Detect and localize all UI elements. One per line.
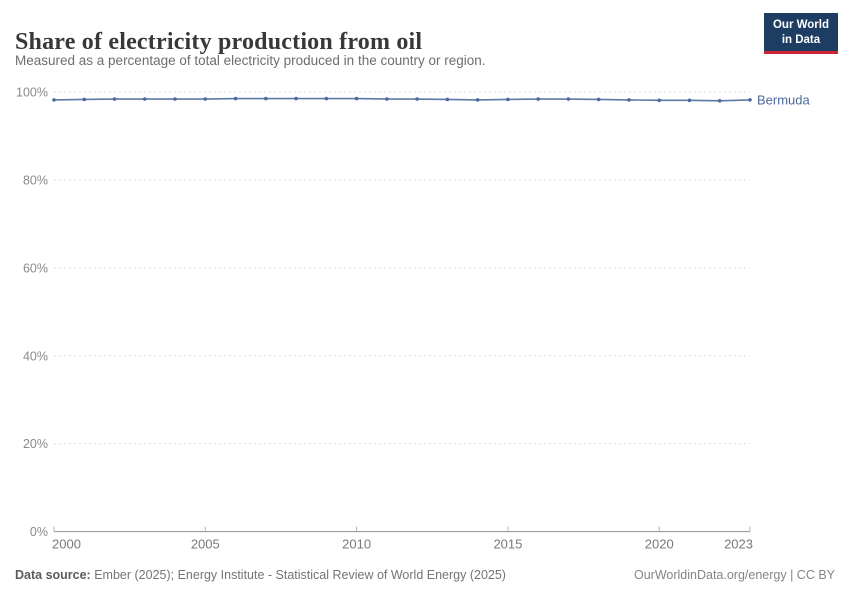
y-axis-tick-label: 40% xyxy=(23,349,48,363)
data-source-label: Data source: xyxy=(15,568,91,582)
x-axis-tick-label: 2020 xyxy=(645,537,674,552)
chart-footer: Data source: Ember (2025); Energy Instit… xyxy=(15,568,835,582)
chart-subtitle: Measured as a percentage of total electr… xyxy=(15,53,486,68)
data-line xyxy=(53,97,751,102)
x-axis-tick-label: 2015 xyxy=(493,537,522,552)
y-axis-tick-label: 80% xyxy=(23,173,48,187)
page-title: Share of electricity production from oil xyxy=(15,29,423,56)
y-axis-tick-label: 60% xyxy=(23,261,48,275)
data-point xyxy=(536,97,540,101)
line-chart-svg: 0% 20% 40% 60% 80% 100% 2000 2005 2010 2015 2020 20… xyxy=(16,86,811,552)
data-source-note: Data source: Ember (2025); Energy Instit… xyxy=(15,568,506,582)
data-point xyxy=(203,97,208,101)
y-axis-tick-label: 20% xyxy=(23,437,48,451)
x-axis-tick-label: 2010 xyxy=(342,537,371,552)
data-point xyxy=(627,98,631,102)
data-point xyxy=(415,97,419,101)
x-axis-tick-label: 2023 xyxy=(724,537,753,552)
chart-canvas[interactable]: 0% 20% 40% 60% 80% 100% 2000 2005 2010 2015 2020 20… xyxy=(0,80,850,560)
data-point xyxy=(566,97,571,101)
owid-logo-line2: in Data xyxy=(781,33,821,46)
data-point xyxy=(354,96,359,101)
data-source-text: Ember (2025); Energy Institute - Statist… xyxy=(90,568,506,582)
data-point xyxy=(717,98,722,103)
owid-logo[interactable]: Our World in Data xyxy=(763,13,838,54)
footer-rights-link[interactable]: OurWorldinData.org/energy | CC BY xyxy=(633,568,835,582)
data-point xyxy=(112,97,117,101)
data-point xyxy=(294,96,298,101)
y-axis-tick-label: 0% xyxy=(30,525,48,539)
data-point xyxy=(142,97,147,101)
data-point xyxy=(52,98,56,102)
y-axis-tick-label: 100% xyxy=(16,86,48,100)
data-point xyxy=(506,97,510,102)
data-point xyxy=(475,98,480,102)
data-point xyxy=(687,98,692,103)
data-point xyxy=(173,97,177,101)
owid-logo-line1: Our World xyxy=(772,19,829,31)
data-point xyxy=(748,98,752,102)
data-point xyxy=(445,97,450,102)
data-point xyxy=(82,97,87,102)
data-point xyxy=(264,96,268,101)
x-axis-tick-label: 2000 xyxy=(52,537,81,552)
series-entity-label: Bermuda xyxy=(757,92,811,107)
data-point xyxy=(324,96,329,101)
data-point xyxy=(657,98,662,103)
data-point xyxy=(385,97,389,101)
data-point xyxy=(596,97,601,102)
x-axis-tick-label: 2005 xyxy=(191,537,220,552)
data-point xyxy=(233,96,238,101)
